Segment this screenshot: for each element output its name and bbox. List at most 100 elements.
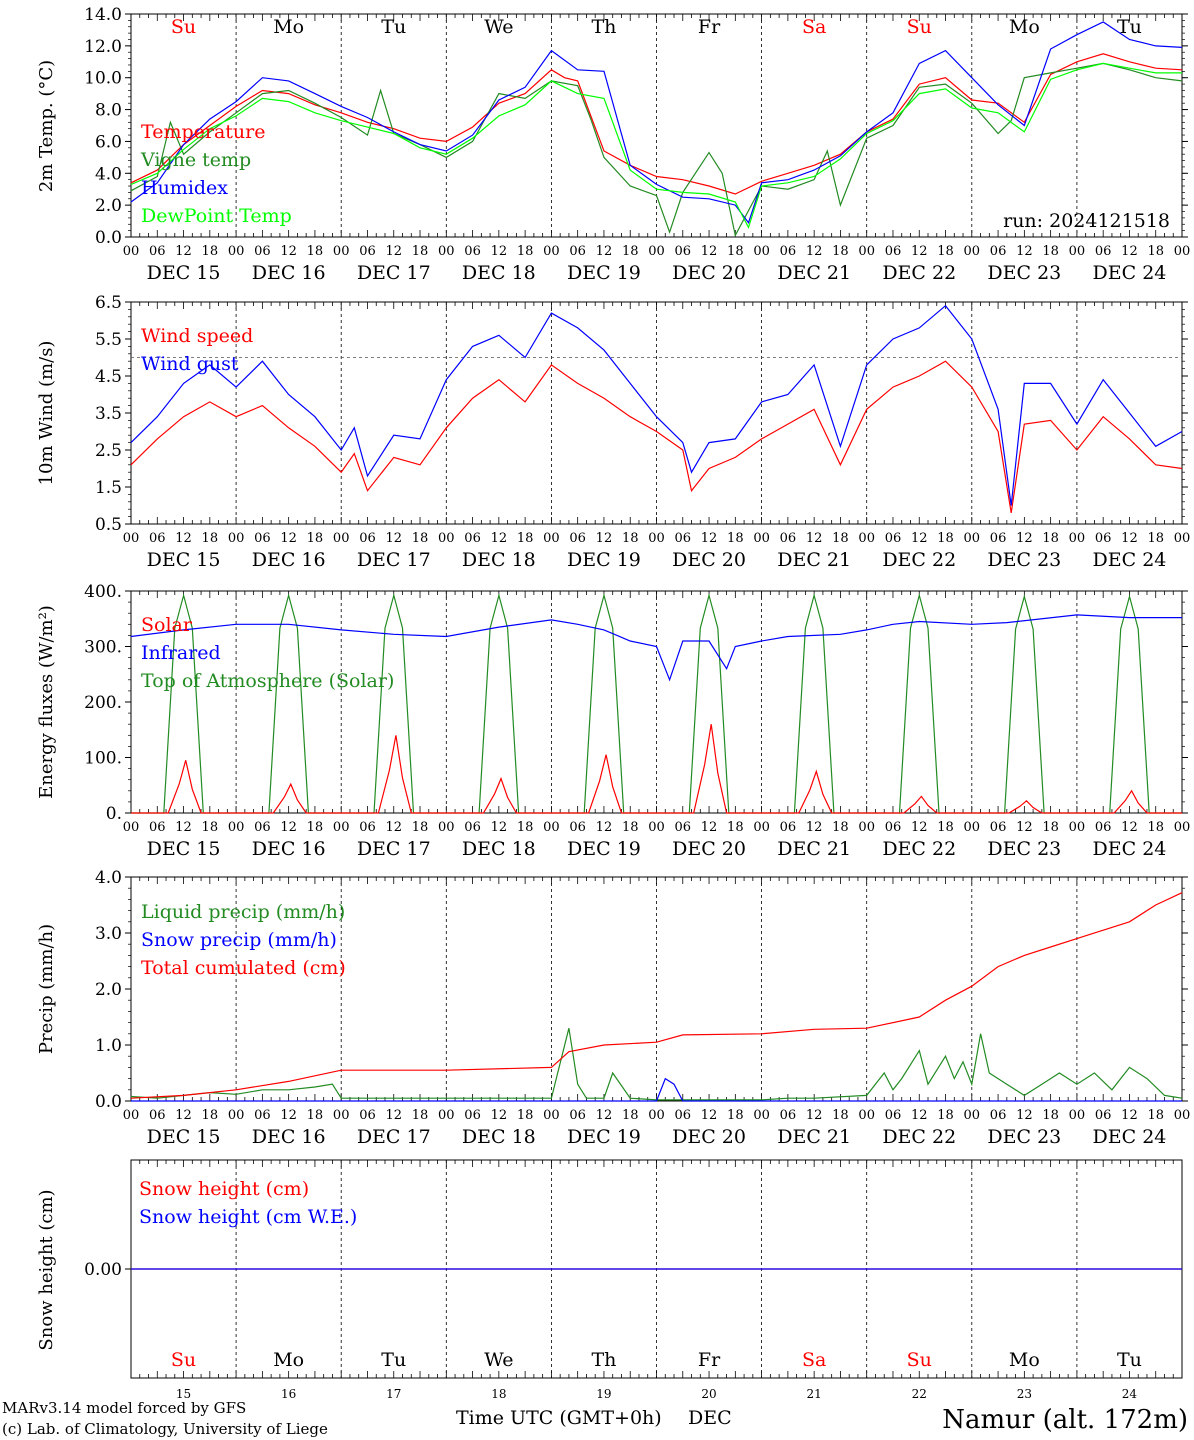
hour-tick-label: 00 xyxy=(648,1108,665,1123)
y-tick-label: 6.5 xyxy=(95,293,122,313)
hour-tick-label: 12 xyxy=(385,531,402,546)
date-label: DEC 18 xyxy=(462,1126,536,1148)
hour-tick-label: 06 xyxy=(990,244,1007,259)
hour-tick-label: 18 xyxy=(727,531,744,546)
legend-entry: Snow height (cm) xyxy=(139,1178,309,1200)
hour-tick-label: 06 xyxy=(675,1108,692,1123)
series-line-2 xyxy=(130,304,1183,506)
hour-tick-label: 00 xyxy=(753,1108,770,1123)
day-number-label: 17 xyxy=(386,1387,401,1401)
date-label: DEC 17 xyxy=(357,1126,431,1148)
y-axis-title: Precip (mm/h) xyxy=(36,924,57,1054)
hour-tick-label: 18 xyxy=(1042,244,1059,259)
hour-tick-label: 00 xyxy=(1174,244,1191,259)
hour-tick-label: 12 xyxy=(175,1108,192,1123)
day-number-label: 24 xyxy=(1122,1387,1138,1401)
y-tick-label: 8.0 xyxy=(95,101,122,121)
series-line-1 xyxy=(130,1028,1183,1101)
series-line-1 xyxy=(130,360,1183,513)
hour-tick-label: 00 xyxy=(333,1108,350,1123)
hour-tick-label: 12 xyxy=(491,1108,508,1123)
hour-tick-label: 00 xyxy=(1069,820,1086,835)
series-line-2 xyxy=(131,1077,1182,1102)
weekday-label: Mo xyxy=(273,16,304,38)
hour-tick-label: 00 xyxy=(123,531,140,546)
legend-entry: Top of Atmosphere (Solar) xyxy=(141,670,394,692)
weekday-label: Tu xyxy=(381,1349,406,1371)
date-label: DEC 23 xyxy=(987,549,1061,571)
hour-tick-label: 06 xyxy=(464,531,481,546)
hour-tick-label: 18 xyxy=(307,531,324,546)
hour-tick-label: 00 xyxy=(543,1108,560,1123)
hour-tick-label: 12 xyxy=(1121,1108,1138,1123)
weekday-label: Sa xyxy=(802,16,826,38)
series-line-1 xyxy=(130,53,1183,195)
hour-tick-label: 00 xyxy=(543,820,560,835)
y-tick-label: 300. xyxy=(84,638,122,658)
hour-tick-label: 00 xyxy=(1174,531,1191,546)
hour-tick-label: 12 xyxy=(701,531,718,546)
legend-entry: Snow precip (mm/h) xyxy=(141,929,337,951)
date-label: DEC 18 xyxy=(462,838,536,860)
hour-tick-label: 18 xyxy=(1147,1108,1164,1123)
date-label: DEC 20 xyxy=(672,262,746,284)
hour-tick-label: 06 xyxy=(254,820,271,835)
hour-tick-label: 18 xyxy=(622,1108,639,1123)
hour-tick-label: 00 xyxy=(858,820,875,835)
y-tick-label: 3.0 xyxy=(95,924,122,944)
hour-tick-label: 18 xyxy=(517,820,534,835)
hour-tick-label: 18 xyxy=(622,820,639,835)
hour-tick-label: 12 xyxy=(596,244,613,259)
weekday-label: We xyxy=(484,1349,513,1371)
hour-tick-label: 18 xyxy=(937,244,954,259)
y-tick-label: 0.0 xyxy=(95,1092,122,1112)
hour-tick-label: 06 xyxy=(569,244,586,259)
model-credit: MARv3.14 model forced by GFS xyxy=(2,1399,246,1417)
hour-tick-label: 06 xyxy=(675,531,692,546)
hour-tick-label: 18 xyxy=(1042,820,1059,835)
date-label: DEC 19 xyxy=(567,1126,641,1148)
hour-tick-label: 18 xyxy=(832,1108,849,1123)
hour-tick-label: 00 xyxy=(333,531,350,546)
hour-tick-label: 00 xyxy=(1069,244,1086,259)
hour-tick-label: 12 xyxy=(1016,1108,1033,1123)
hour-tick-label: 18 xyxy=(937,1108,954,1123)
hour-tick-label: 06 xyxy=(464,1108,481,1123)
hour-tick-label: 12 xyxy=(911,1108,928,1123)
y-tick-label: 0.00 xyxy=(84,1260,122,1280)
hour-tick-label: 00 xyxy=(753,820,770,835)
hour-tick-label: 12 xyxy=(175,820,192,835)
date-label: DEC 22 xyxy=(882,262,956,284)
hour-tick-label: 12 xyxy=(175,531,192,546)
y-tick-label: 6.0 xyxy=(95,132,122,152)
hour-tick-label: 18 xyxy=(622,244,639,259)
hour-tick-label: 12 xyxy=(280,531,297,546)
weekday-label: Su xyxy=(171,16,196,38)
weekday-label: Mo xyxy=(1009,16,1040,38)
legend-entry: Liquid precip (mm/h) xyxy=(141,901,345,923)
date-label: DEC 24 xyxy=(1093,1126,1167,1148)
weekday-label: Fr xyxy=(698,1349,721,1371)
hour-tick-label: 06 xyxy=(780,244,797,259)
legend-entry: Wind gust xyxy=(141,353,239,375)
hour-tick-label: 18 xyxy=(202,531,219,546)
date-label: DEC 19 xyxy=(567,838,641,860)
day-number-label: 19 xyxy=(596,1387,611,1401)
hour-tick-label: 06 xyxy=(990,820,1007,835)
hour-tick-label: 18 xyxy=(1042,1108,1059,1123)
y-tick-label: 1.5 xyxy=(95,478,122,498)
hour-tick-label: 06 xyxy=(359,820,376,835)
date-label: DEC 18 xyxy=(462,549,536,571)
legend-entry: Wind speed xyxy=(141,325,253,347)
hour-tick-label: 00 xyxy=(438,820,455,835)
y-tick-label: 4.5 xyxy=(95,367,122,387)
hour-tick-label: 00 xyxy=(1174,1108,1191,1123)
hour-tick-label: 18 xyxy=(622,531,639,546)
hour-tick-label: 12 xyxy=(1016,244,1033,259)
hour-tick-label: 06 xyxy=(569,1108,586,1123)
y-tick-label: 0. xyxy=(106,804,122,824)
date-label: DEC 20 xyxy=(672,1126,746,1148)
day-number-label: 18 xyxy=(491,1387,506,1401)
hour-tick-label: 12 xyxy=(385,1108,402,1123)
hour-tick-label: 06 xyxy=(464,244,481,259)
